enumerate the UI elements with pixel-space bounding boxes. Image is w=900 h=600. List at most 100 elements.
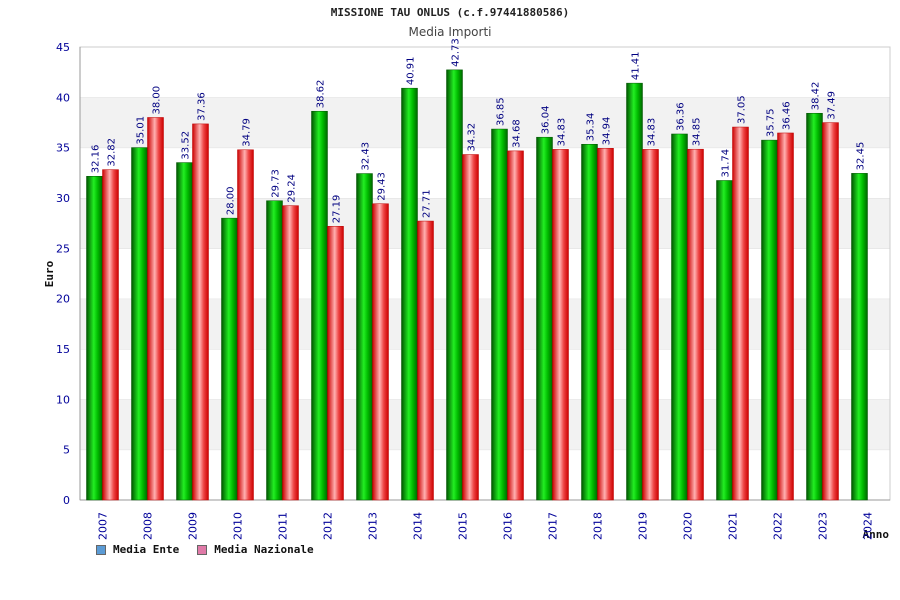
value-label-nazionale: 38.00 <box>152 86 163 115</box>
value-label-ente: 38.62 <box>316 80 327 109</box>
bar-media-nazionale <box>552 149 569 501</box>
value-label-nazionale: 36.46 <box>782 101 793 130</box>
bar-media-nazionale <box>372 203 389 501</box>
value-label-nazionale: 34.83 <box>557 118 568 147</box>
y-axis-title: Euro <box>43 260 56 287</box>
value-label-nazionale: 29.43 <box>377 172 388 201</box>
value-label-nazionale: 32.82 <box>107 138 118 167</box>
bar-media-ente <box>446 69 463 501</box>
y-tick-label: 15 <box>56 343 70 356</box>
legend-item-ente: Media Ente <box>96 543 179 556</box>
bar-media-ente <box>86 176 103 501</box>
value-label-nazionale: 27.71 <box>422 189 433 218</box>
y-tick-label: 40 <box>56 91 70 104</box>
bar-media-ente <box>401 87 418 501</box>
chart-title: MISSIONE TAU ONLUS (c.f.97441880586) <box>330 6 570 19</box>
bar-media-nazionale <box>597 148 614 501</box>
value-label-nazionale: 37.05 <box>737 95 748 124</box>
x-tick-label: 2008 <box>142 512 155 540</box>
value-label-ente: 35.75 <box>766 108 777 137</box>
value-label-nazionale: 27.19 <box>332 195 343 224</box>
grid-band <box>80 198 890 249</box>
grid-band <box>80 248 890 299</box>
value-label-ente: 36.36 <box>676 102 687 131</box>
bar-media-ente <box>761 139 778 501</box>
value-label-ente: 33.52 <box>181 131 192 160</box>
grid-band <box>80 449 890 500</box>
x-tick-label: 2007 <box>97 512 110 540</box>
x-tick-label: 2022 <box>772 512 785 540</box>
y-tick-label: 10 <box>56 393 70 406</box>
bars <box>86 69 868 501</box>
y-tick-label: 0 <box>63 494 70 507</box>
grid-band <box>80 47 890 98</box>
bar-media-ente <box>851 173 868 501</box>
value-label-ente: 40.91 <box>406 57 417 86</box>
x-tick-label: 2024 <box>862 512 875 540</box>
bar-media-nazionale <box>687 148 704 501</box>
bar-media-nazionale <box>822 122 839 501</box>
bar-media-nazionale <box>642 149 659 501</box>
grid-band <box>80 97 890 148</box>
y-tick-label: 45 <box>56 41 70 54</box>
bar-media-nazionale <box>507 150 524 501</box>
legend-label-ente: Media Ente <box>113 543 180 556</box>
bar-media-ente <box>221 217 238 501</box>
value-label-nazionale: 34.32 <box>467 123 478 152</box>
bar-media-nazionale <box>327 226 344 501</box>
value-label-ente: 42.73 <box>451 38 462 67</box>
bar-media-ente <box>131 147 148 501</box>
x-tick-label: 2014 <box>412 512 425 540</box>
bar-media-ente <box>581 143 598 501</box>
value-label-nazionale: 37.36 <box>197 92 208 121</box>
y-tick-label: 35 <box>56 142 70 155</box>
legend-item-nazionale: Media Nazionale <box>197 543 314 556</box>
value-label-ente: 38.42 <box>811 82 822 111</box>
x-tick-label: 2018 <box>592 512 605 540</box>
legend: Media Ente Media Nazionale <box>96 543 332 556</box>
x-tick-label: 2015 <box>457 512 470 540</box>
chart-subtitle: Media Importi <box>408 25 492 39</box>
value-label-ente: 32.45 <box>856 142 867 171</box>
bar-media-ente <box>806 112 823 501</box>
bar-media-nazionale <box>102 169 119 501</box>
value-label-nazionale: 34.68 <box>512 119 523 148</box>
value-label-nazionale: 37.49 <box>827 91 838 120</box>
x-tick-label: 2009 <box>187 512 200 540</box>
value-label-ente: 32.43 <box>361 142 372 171</box>
grid-band <box>80 349 890 400</box>
legend-label-nazionale: Media Nazionale <box>214 543 314 556</box>
grid-band <box>80 399 890 450</box>
value-label-ente: 35.34 <box>586 113 597 142</box>
grid-bands <box>80 46 890 500</box>
x-tick-label: 2012 <box>322 512 335 540</box>
bar-media-nazionale <box>777 132 794 501</box>
bar-media-ente <box>356 173 373 501</box>
value-label-nazionale: 34.79 <box>242 118 253 147</box>
value-label-ente: 29.73 <box>271 169 282 198</box>
y-tick-label: 25 <box>56 242 70 255</box>
y-tick-label: 30 <box>56 192 70 205</box>
value-labels: 32.16 32.82 35.01 38.00 33.52 37.36 28.00 34.79… <box>91 38 867 223</box>
x-tick-label: 2021 <box>727 512 740 540</box>
x-tick-label: 2020 <box>682 512 695 540</box>
bar-media-ente <box>491 128 508 501</box>
grid-band <box>80 298 890 349</box>
bar-media-nazionale <box>192 123 209 501</box>
value-label-ente: 31.74 <box>721 149 732 178</box>
x-tick-label: 2019 <box>637 512 650 540</box>
value-label-ente: 36.04 <box>541 106 552 135</box>
bar-media-nazionale <box>147 117 164 501</box>
bar-media-ente <box>626 82 643 501</box>
value-label-nazionale: 34.83 <box>647 118 658 147</box>
axes: 0 5 10 15 20 25 30 35 40 45 Euro Anno 2007 2008 2009 20… <box>43 41 891 541</box>
x-tick-label: 2017 <box>547 512 560 540</box>
value-label-ente: 35.01 <box>136 116 147 145</box>
value-label-ente: 28.00 <box>226 186 237 215</box>
grid-band <box>80 147 890 198</box>
value-label-nazionale: 34.94 <box>602 117 613 146</box>
x-tick-label: 2010 <box>232 512 245 540</box>
y-tick-label: 5 <box>63 444 70 457</box>
bar-media-nazionale <box>237 149 254 501</box>
